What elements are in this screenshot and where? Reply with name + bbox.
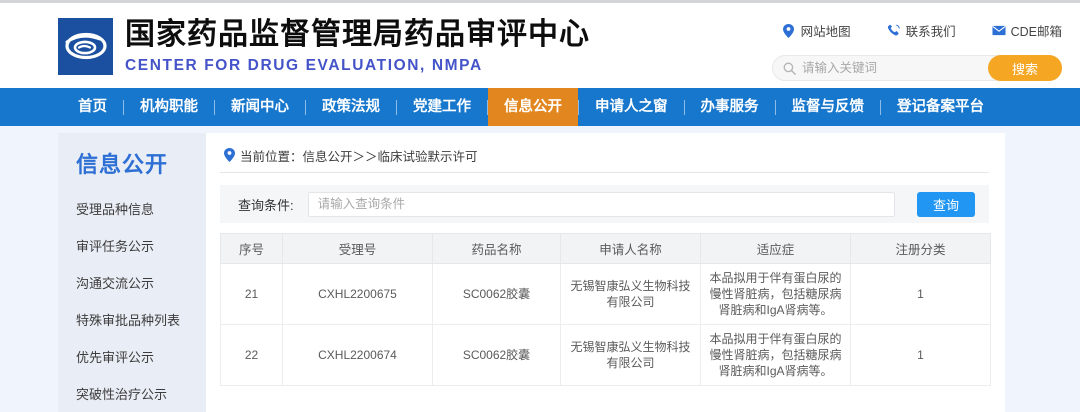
cell-indication: 本品拟用于伴有蛋白尿的慢性肾脏病，包括糖尿病肾脏病和IgA肾病等。 [700, 263, 851, 325]
query-bar: 查询条件: 查询 [220, 185, 989, 223]
table-header-cell-3: 申请人名称 [560, 233, 701, 264]
header-link-email-label: CDE邮箱 [1010, 25, 1062, 39]
cell-acceptance-no: CXHL2200675 [282, 263, 433, 325]
sidebar: 信息公开 受理品种信息 审评任务公示 沟通交流公示特殊审批品种列表 优先审评公示 突破性… [58, 133, 206, 412]
header-link-sitemap-label: 网站地图 [800, 25, 851, 39]
nav-separator [774, 99, 776, 115]
nav-item-1[interactable]: 机构职能 [140, 99, 198, 115]
nav-item-0[interactable]: 首页 [78, 99, 107, 115]
nav-item-7[interactable]: 办事服务 [700, 99, 759, 115]
header-links: 网站地图 联系我们 CDE邮箱 [782, 21, 1062, 40]
breadcrumb: 当前位置： 信息公开 ＞＞ 临床试验默示许可 [220, 145, 989, 165]
table-header-row: 序号 受理号 药品名称 申请人名称 适应症 注册分类 [220, 233, 991, 264]
site-brand[interactable]: 国家药品监督管理局药品审评中心 CENTER FOR DRUG EVALUATI… [58, 15, 590, 77]
main-navigation: 首页 机构职能 新闻中心 政策法规 党建工作 信息公开 申请人之窗 办事服务 监督与反馈 登记备案… [0, 88, 1080, 126]
breadcrumb-separator: ＞＞ [352, 149, 378, 164]
cell-drug-name: SC0062胶囊 [432, 324, 561, 386]
sidebar-item-3[interactable]: 特殊审批品种列表 [76, 313, 181, 328]
nav-item-4[interactable]: 党建工作 [413, 99, 471, 115]
cell-applicant: 无锡智康弘义生物科技有限公司 [560, 263, 701, 325]
nav-item-6[interactable]: 申请人之窗 [595, 99, 668, 115]
breadcrumb-prefix: 当前位置： [240, 149, 303, 164]
breadcrumb-divider [220, 172, 989, 173]
breadcrumb-section[interactable]: 信息公开 [302, 149, 353, 164]
sidebar-item-0[interactable]: 受理品种信息 [76, 202, 155, 217]
site-title-cn: 国家药品监督管理局药品审评中心 [125, 18, 590, 51]
cell-acceptance-no: CXHL2200674 [282, 324, 433, 386]
envelope-icon [992, 24, 1006, 38]
table-row[interactable]: 22 CXHL2200674 SC0062胶囊 无锡智康弘义生物科技有限公司 本品拟用于… [220, 324, 991, 386]
phone-icon [887, 24, 901, 38]
sidebar-item-1[interactable]: 审评任务公示 [76, 239, 155, 254]
main-content: 当前位置： 信息公开 ＞＞ 临床试验默示许可 查询条件: 查询 序号受理号药品名… [206, 133, 1005, 412]
cell-applicant: 无锡智康弘义生物科技有限公司 [560, 324, 701, 386]
top-divider [0, 0, 1080, 3]
table-row[interactable]: 21 CXHL2200675 SC0062胶囊 无锡智康弘义生物科技有限公司 本品拟用于… [220, 263, 991, 325]
cell-registration-class: 1 [850, 263, 991, 325]
table-header-cell-5: 注册分类 [850, 233, 991, 264]
header-link-sitemap[interactable]: 网站地图 [782, 21, 851, 40]
nav-item-9[interactable]: 登记备案平台 [897, 99, 984, 115]
breadcrumb-current: 临床试验默示许可 [377, 149, 478, 164]
table-header-cell-2: 药品名称 [432, 233, 561, 264]
nav-item-8[interactable]: 监督与反馈 [791, 99, 865, 115]
table-header-cell-1: 受理号 [282, 233, 433, 264]
query-label: 查询条件: [238, 197, 294, 213]
header-link-email[interactable]: CDE邮箱 [992, 21, 1062, 40]
cell-seq: 22 [220, 324, 283, 386]
location-pin-icon [224, 148, 235, 162]
cell-drug-name: SC0062胶囊 [432, 263, 561, 325]
table-header-cell-4: 适应症 [700, 233, 851, 264]
nav-item-5[interactable]: 信息公开 [488, 88, 578, 126]
sidebar-item-2[interactable]: 沟通交流公示 [76, 276, 155, 291]
nav-separator [880, 99, 881, 115]
header-link-contact[interactable]: 联系我们 [887, 21, 956, 40]
search-button[interactable]: 搜索 [988, 55, 1062, 81]
cell-seq: 21 [220, 263, 283, 325]
query-submit-button[interactable]: 查询 [917, 191, 975, 217]
cell-registration-class: 1 [850, 324, 991, 386]
nav-item-3[interactable]: 政策法规 [322, 99, 380, 115]
header-search: 搜索 [772, 55, 1062, 81]
sidebar-title: 信息公开 [76, 152, 169, 177]
nmpa-cde-logo-icon [58, 18, 113, 75]
sidebar-item-5[interactable]: 突破性治疗公示 [76, 387, 168, 402]
nav-item-2[interactable]: 新闻中心 [231, 99, 289, 115]
site-title-en: CENTER FOR DRUG EVALUATION, NMPA [125, 57, 483, 74]
cell-indication: 本品拟用于伴有蛋白尿的慢性肾脏病，包括糖尿病肾脏病和IgA肾病等。 [700, 324, 851, 386]
site-header: 国家药品监督管理局药品审评中心 CENTER FOR DRUG EVALUATI… [0, 3, 1080, 88]
query-input[interactable] [307, 191, 895, 217]
results-table: 序号 受理号 药品名称 申请人名称 适应症 注册分类 21 CXHL2200675 SC006… [220, 233, 991, 386]
search-icon [783, 62, 796, 75]
nav-separator [683, 99, 685, 115]
nav-separator [214, 99, 215, 115]
table-header-cell-0: 序号 [220, 233, 283, 264]
search-input[interactable] [796, 61, 988, 75]
sidebar-item-4[interactable]: 优先审评公示 [76, 350, 155, 365]
nav-separator [487, 99, 488, 115]
nav-separator [396, 99, 397, 115]
nav-separator [578, 99, 579, 115]
nav-separator [305, 99, 306, 115]
location-pin-icon [782, 23, 796, 38]
header-link-contact-label: 联系我们 [905, 25, 956, 39]
nav-separator [123, 99, 124, 115]
